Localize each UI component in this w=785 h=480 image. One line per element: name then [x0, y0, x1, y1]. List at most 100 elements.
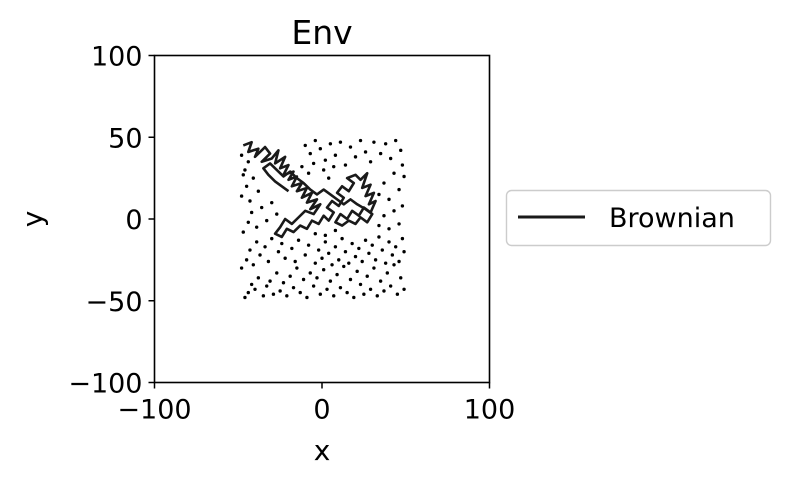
particle-point-117: [239, 153, 244, 157]
particle-point-95: [249, 210, 254, 215]
particle-point-62: [296, 238, 301, 242]
particle-point-129: [399, 148, 403, 153]
particle-point-11: [281, 281, 286, 285]
particle-point-26: [332, 294, 336, 298]
legend-entry-brownian: Brownian: [609, 203, 735, 234]
particle-point-81: [367, 251, 371, 256]
particle-point-135: [323, 158, 328, 162]
particle-point-40: [378, 279, 383, 283]
particle-point-140: [348, 145, 353, 149]
x-tick-label-0: −100: [117, 395, 191, 426]
particle-point-4: [256, 276, 261, 280]
particle-point-99: [270, 200, 274, 205]
particle-point-106: [387, 227, 391, 231]
particle-point-105: [382, 214, 386, 218]
particle-point-5: [261, 294, 266, 298]
particle-point-79: [360, 259, 364, 264]
particle-point-3: [253, 287, 257, 292]
particle-point-42: [385, 271, 390, 275]
particle-point-72: [337, 258, 341, 262]
legend: Brownian: [505, 189, 772, 247]
particle-point-0: [243, 295, 247, 300]
particle-point-151: [332, 164, 336, 169]
particle-point-85: [380, 248, 384, 252]
particle-point-30: [345, 290, 349, 295]
particle-point-64: [306, 243, 311, 247]
y-tick-label-1: −50: [86, 287, 143, 318]
particle-point-48: [239, 266, 244, 270]
particle-point-148: [311, 161, 316, 166]
particle-point-111: [244, 184, 249, 188]
particle-point-121: [387, 197, 391, 202]
particle-point-126: [383, 142, 388, 146]
particle-point-77: [353, 254, 358, 259]
particle-point-20: [311, 284, 316, 288]
x-tick-label-1: 0: [313, 395, 330, 426]
particle-point-96: [254, 225, 259, 229]
particle-point-80: [363, 238, 368, 242]
particle-point-87: [387, 240, 391, 244]
particle-point-75: [347, 261, 351, 265]
particle-point-47: [402, 287, 406, 292]
particle-point-84: [377, 235, 381, 239]
particle-point-104: [377, 223, 381, 228]
particle-point-59: [283, 256, 287, 260]
particle-point-137: [333, 153, 338, 157]
particle-point-132: [308, 151, 312, 156]
particle-point-141: [353, 155, 358, 159]
particle-point-134: [318, 147, 323, 151]
particle-point-70: [330, 263, 334, 267]
particle-point-56: [270, 236, 274, 241]
particle-point-74: [343, 250, 348, 254]
particle-point-43: [388, 284, 393, 288]
particle-point-53: [258, 253, 262, 257]
particle-point-13: [288, 274, 292, 278]
particle-point-46: [399, 276, 403, 280]
particle-point-110: [239, 194, 244, 198]
particle-point-69: [327, 251, 331, 256]
particle-point-145: [372, 140, 376, 144]
particle-point-89: [394, 245, 398, 249]
particle-point-128: [394, 138, 398, 143]
particle-point-131: [303, 143, 307, 148]
particle-point-44: [392, 263, 396, 267]
particle-point-108: [397, 222, 401, 226]
particle-point-35: [362, 292, 366, 296]
particle-point-149: [321, 168, 326, 172]
particle-point-29: [342, 264, 346, 269]
y-tick-label-2: 0: [125, 205, 142, 236]
particle-point-17: [301, 277, 306, 282]
particle-point-142: [358, 138, 363, 143]
particle-point-133: [313, 138, 317, 143]
particle-point-97: [260, 205, 264, 210]
particle-point-119: [377, 192, 381, 197]
particle-point-100: [275, 212, 279, 216]
particle-point-24: [325, 287, 329, 292]
legend-frame: [505, 189, 772, 247]
particle-point-60: [290, 246, 294, 251]
particle-point-124: [400, 163, 405, 167]
particle-point-12: [285, 294, 289, 298]
particle-point-54: [263, 245, 267, 249]
particle-point-38: [372, 266, 376, 270]
particle-point-1: [246, 290, 250, 295]
particle-point-144: [368, 160, 373, 164]
particle-point-2: [249, 282, 254, 287]
particle-point-143: [363, 150, 368, 154]
particle-point-37: [368, 287, 373, 292]
particle-point-18: [305, 295, 309, 300]
particle-point-115: [243, 168, 247, 172]
particle-point-28: [338, 285, 343, 290]
particle-point-15: [295, 266, 299, 270]
particle-point-23: [321, 267, 326, 272]
particle-point-78: [357, 246, 361, 251]
particle-point-52: [254, 240, 259, 244]
y-axis: −100 −50 0 50 100: [68, 42, 155, 400]
x-axis: −100 0 100: [117, 382, 516, 426]
particle-point-19: [308, 271, 312, 275]
x-tick-label-2: 100: [464, 395, 516, 426]
particle-point-63: [303, 253, 307, 257]
x-axis-label: x: [314, 434, 331, 467]
particle-point-118: [241, 173, 245, 177]
